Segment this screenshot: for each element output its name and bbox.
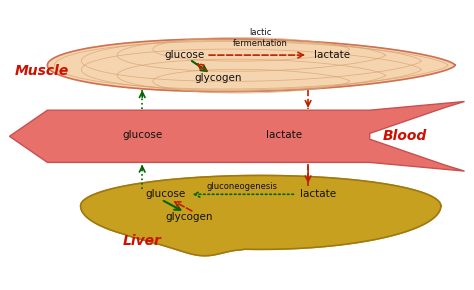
Text: Liver: Liver bbox=[123, 234, 162, 248]
Text: glucose: glucose bbox=[146, 189, 186, 199]
Text: glycogen: glycogen bbox=[194, 73, 242, 83]
Text: lactate: lactate bbox=[300, 189, 336, 199]
Text: Muscle: Muscle bbox=[14, 64, 68, 78]
Text: glucose: glucose bbox=[165, 50, 205, 60]
Text: lactate: lactate bbox=[266, 130, 302, 140]
Text: glucose: glucose bbox=[122, 130, 162, 140]
Text: lactic
fermentation: lactic fermentation bbox=[233, 28, 288, 48]
Text: lactate: lactate bbox=[314, 50, 350, 60]
Text: glycogen: glycogen bbox=[166, 213, 213, 222]
Text: gluconeogenesis: gluconeogenesis bbox=[206, 182, 277, 191]
Polygon shape bbox=[9, 102, 465, 171]
Polygon shape bbox=[81, 175, 441, 256]
Text: Blood: Blood bbox=[383, 129, 428, 143]
Polygon shape bbox=[47, 39, 455, 92]
